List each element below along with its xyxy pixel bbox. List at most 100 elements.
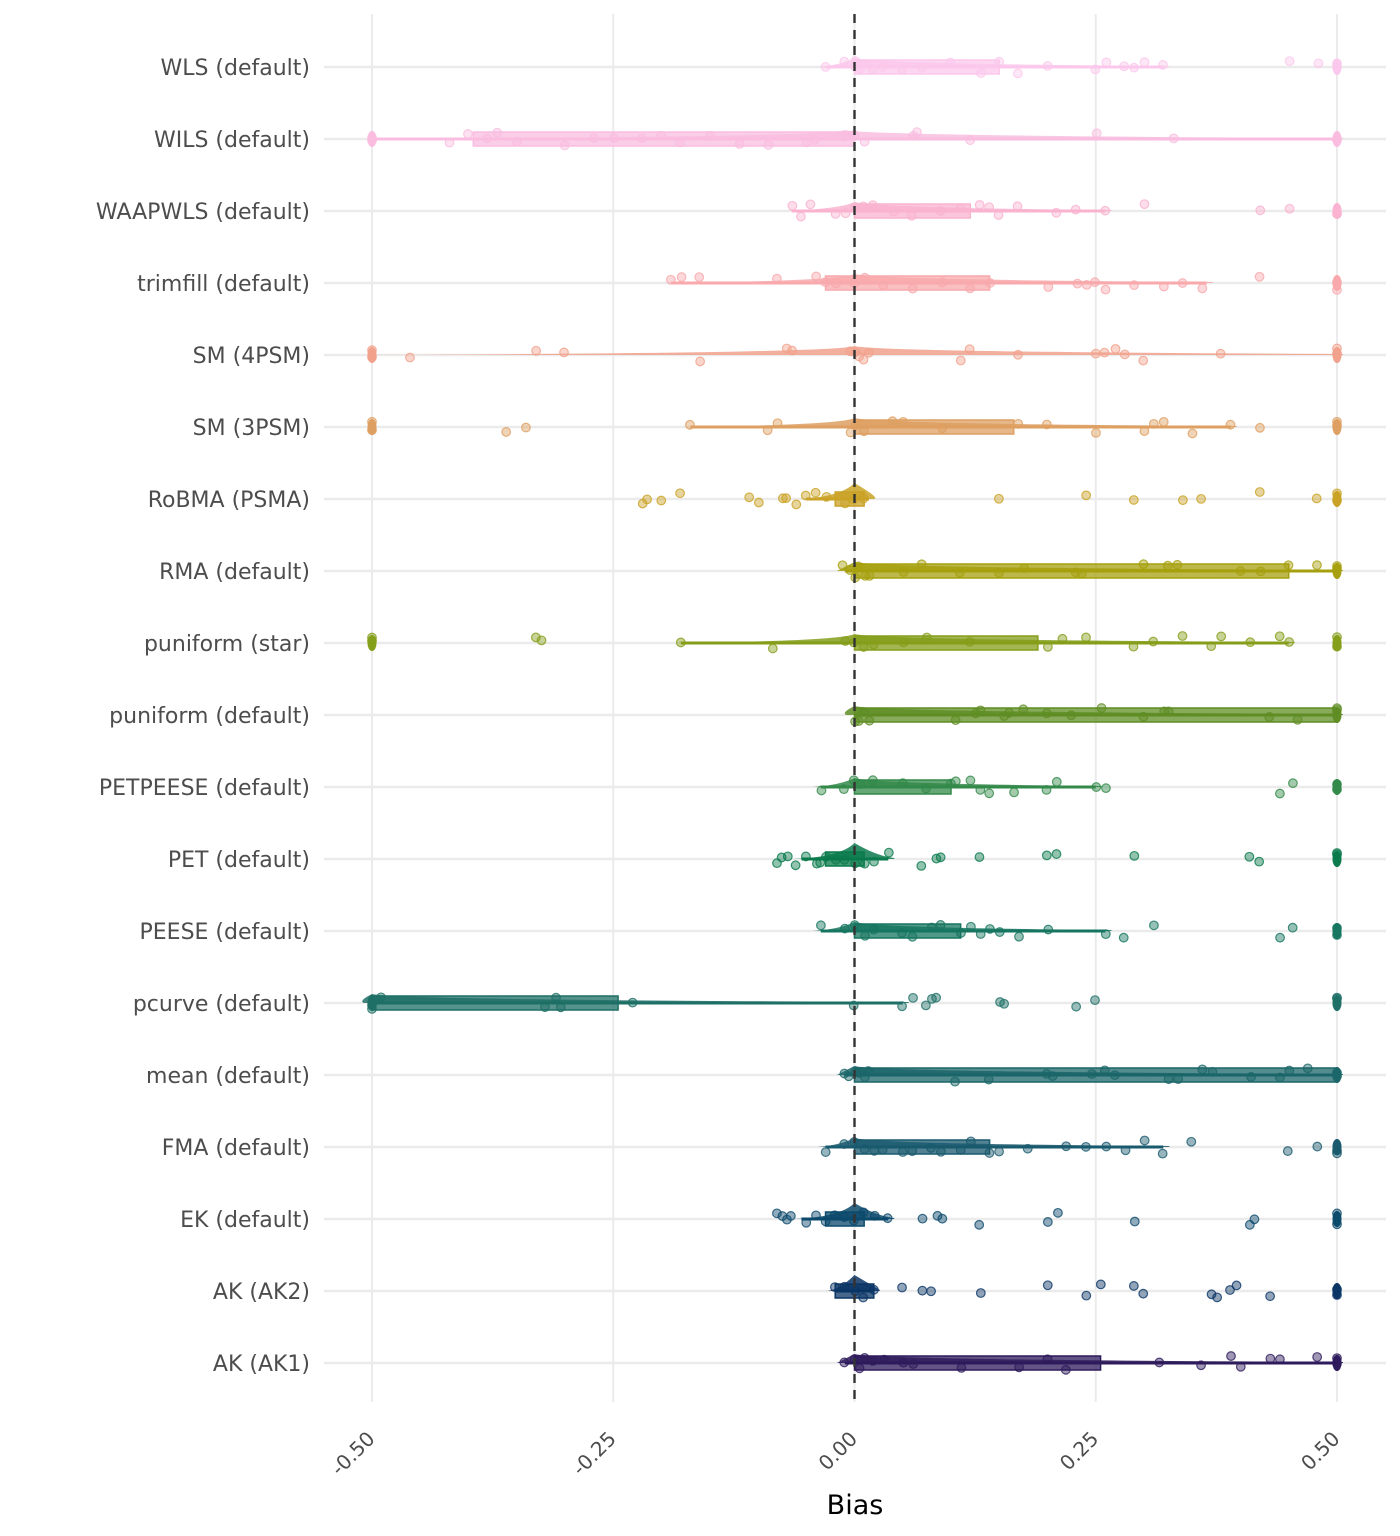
data-point	[887, 416, 898, 427]
series-wls-default	[817, 56, 1342, 79]
data-point	[859, 858, 870, 869]
data-point	[810, 487, 821, 498]
x-tick-label: -0.50	[326, 1427, 380, 1481]
boundary-cluster	[1332, 1067, 1342, 1083]
data-point	[1042, 1280, 1053, 1291]
data-point	[1275, 1072, 1285, 1083]
data-point	[908, 1359, 919, 1369]
data-point	[1009, 787, 1019, 798]
data-point	[1173, 1074, 1184, 1085]
data-point	[867, 1355, 878, 1366]
data-point	[864, 570, 875, 581]
data-point	[1282, 1146, 1293, 1156]
boundary-cluster	[1332, 203, 1342, 219]
data-point	[1157, 1148, 1168, 1159]
data-point	[1255, 422, 1265, 433]
data-point	[950, 715, 961, 726]
data-point	[810, 134, 820, 145]
data-point	[937, 277, 948, 288]
data-point	[1284, 1065, 1295, 1076]
data-point	[1090, 277, 1100, 288]
data-point	[859, 59, 870, 69]
data-point	[1138, 559, 1149, 570]
data-point	[965, 921, 976, 932]
data-point	[935, 920, 946, 930]
data-point	[781, 343, 792, 354]
data-point	[1254, 487, 1265, 497]
data-point	[975, 1288, 986, 1298]
data-point	[1091, 782, 1102, 792]
data-point	[665, 274, 676, 285]
x-axis-title: Bias	[827, 1490, 884, 1521]
data-point	[921, 783, 932, 794]
data-point	[1255, 205, 1266, 216]
data-point	[1081, 1290, 1092, 1301]
data-point	[970, 708, 981, 719]
data-point	[801, 137, 812, 148]
data-point	[994, 56, 1005, 67]
boundary-cluster	[1332, 851, 1342, 867]
data-point	[1119, 61, 1130, 72]
data-point	[1284, 637, 1295, 647]
x-tick-label: 0.50	[1296, 1427, 1344, 1475]
data-point	[935, 206, 946, 216]
data-point	[858, 354, 869, 365]
data-point	[1060, 1364, 1071, 1375]
data-point	[1101, 57, 1112, 68]
data-point	[762, 425, 773, 436]
data-point	[932, 1210, 943, 1221]
y-label: puniform (default)	[109, 704, 310, 729]
data-point	[1120, 1145, 1131, 1156]
series-peese-default	[812, 920, 1342, 943]
data-point	[945, 57, 956, 68]
y-label: PEESE (default)	[140, 920, 311, 945]
series-fma-default	[817, 1135, 1342, 1159]
data-point	[1043, 924, 1054, 935]
data-point	[1019, 563, 1030, 574]
data-point	[839, 923, 850, 934]
boundary-cluster	[1332, 347, 1342, 363]
data-point	[1041, 419, 1052, 430]
x-tick-label: 0.00	[814, 1427, 862, 1475]
data-point	[839, 56, 850, 67]
data-point	[1302, 1063, 1313, 1074]
y-label: PETPEESE (default)	[99, 776, 310, 801]
density-cloud	[793, 1203, 895, 1219]
boundary-cluster	[367, 419, 377, 435]
data-point	[1231, 1280, 1242, 1291]
data-point	[1235, 1361, 1246, 1372]
data-point	[821, 491, 832, 502]
data-point	[559, 347, 569, 358]
y-label: puniform (star)	[144, 632, 310, 657]
data-point	[853, 716, 864, 726]
series-ak-ak2	[827, 1275, 1342, 1303]
data-point	[863, 1066, 874, 1076]
data-point	[1148, 636, 1159, 647]
y-label: SM (4PSM)	[193, 344, 310, 369]
data-point	[1284, 203, 1295, 214]
data-point	[829, 1210, 840, 1221]
data-point	[1118, 932, 1129, 943]
data-point	[867, 775, 878, 786]
data-point	[869, 1145, 880, 1156]
data-point	[1090, 348, 1101, 359]
data-point	[777, 493, 788, 504]
data-point	[917, 1213, 928, 1224]
data-point	[975, 784, 986, 795]
data-point	[589, 133, 599, 144]
data-point	[879, 1354, 890, 1365]
data-point	[1090, 995, 1100, 1006]
data-point	[675, 637, 686, 648]
series-wils-default	[364, 127, 1343, 151]
series-layer	[362, 56, 1343, 1375]
data-point	[926, 1143, 936, 1153]
data-point	[859, 1144, 870, 1154]
boundary-cluster	[1332, 275, 1342, 291]
data-point	[1047, 1071, 1058, 1082]
data-point	[955, 203, 966, 213]
data-point	[984, 788, 995, 799]
data-point	[964, 636, 975, 647]
data-point	[1246, 1072, 1256, 1082]
data-point	[531, 345, 542, 356]
data-point	[1041, 784, 1052, 795]
